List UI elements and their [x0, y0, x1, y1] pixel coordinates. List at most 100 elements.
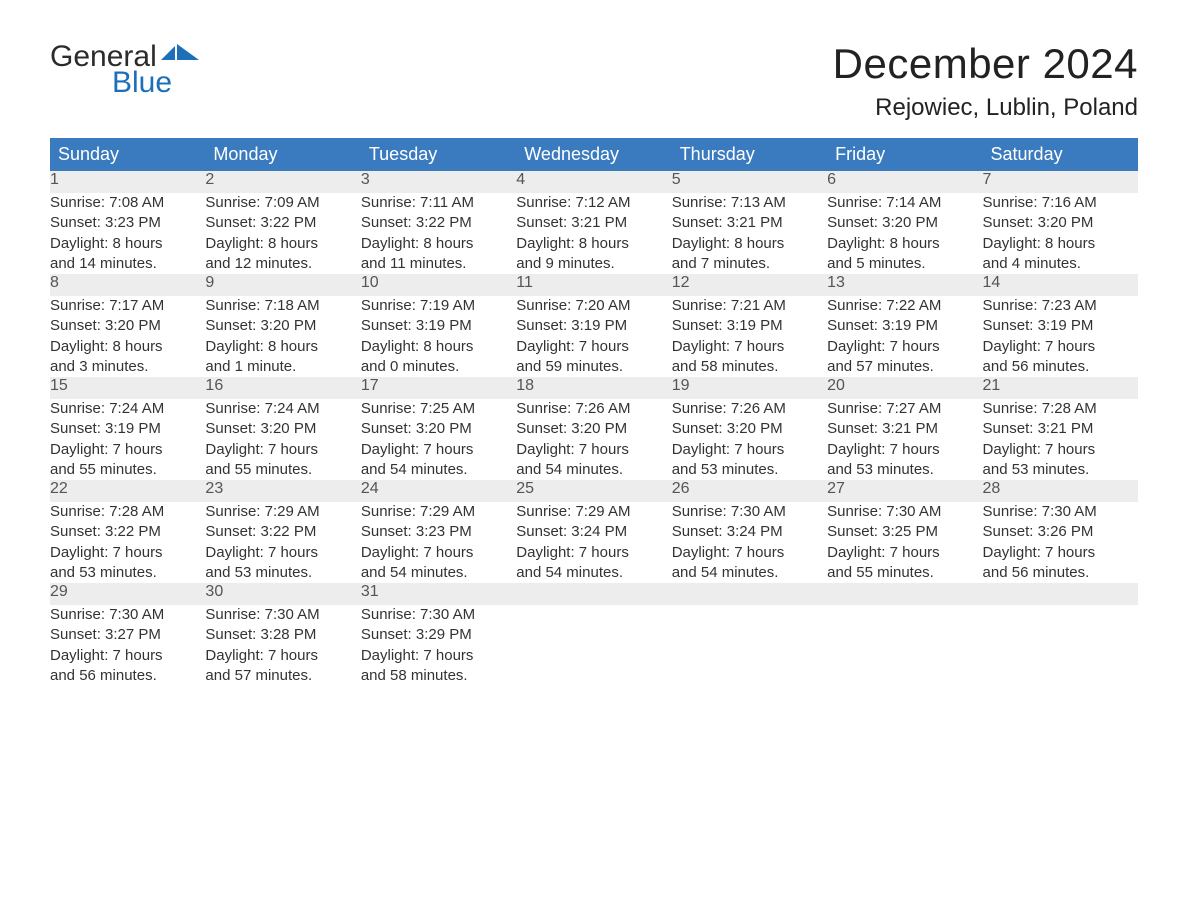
daylight-text: and 55 minutes. — [827, 563, 982, 583]
day-info-cell: Sunrise: 7:16 AMSunset: 3:20 PMDaylight:… — [983, 193, 1138, 274]
sunset-text: Sunset: 3:22 PM — [205, 522, 360, 542]
day-info-cell: Sunrise: 7:28 AMSunset: 3:21 PMDaylight:… — [983, 399, 1138, 480]
day-number-cell: 8 — [50, 274, 205, 296]
day-info-cell — [516, 605, 671, 686]
daylight-text: and 53 minutes. — [672, 460, 827, 480]
daylight-text: Daylight: 8 hours — [205, 234, 360, 254]
day-number-cell: 13 — [827, 274, 982, 296]
daylight-text: and 56 minutes. — [983, 357, 1138, 377]
daylight-text: Daylight: 7 hours — [827, 543, 982, 563]
daylight-text: and 53 minutes. — [827, 460, 982, 480]
day-info-cell: Sunrise: 7:30 AMSunset: 3:25 PMDaylight:… — [827, 502, 982, 583]
day-number-cell: 21 — [983, 377, 1138, 399]
sunset-text: Sunset: 3:21 PM — [983, 419, 1138, 439]
day-number-row: 1234567 — [50, 171, 1138, 193]
day-number-cell: 18 — [516, 377, 671, 399]
weekday-header: Tuesday — [361, 138, 516, 171]
day-number-cell: 14 — [983, 274, 1138, 296]
day-number-cell: 1 — [50, 171, 205, 193]
day-number: 11 — [516, 274, 533, 291]
calendar-page: General Blue December 2024 Rejowiec, Lub… — [0, 0, 1188, 746]
sunrise-text: Sunrise: 7:21 AM — [672, 296, 827, 316]
month-title: December 2024 — [833, 40, 1138, 88]
daylight-text: Daylight: 7 hours — [361, 646, 516, 666]
daylight-text: and 0 minutes. — [361, 357, 516, 377]
day-number: 5 — [672, 171, 681, 188]
day-number: 17 — [361, 377, 379, 394]
day-number: 4 — [516, 171, 525, 188]
sunset-text: Sunset: 3:25 PM — [827, 522, 982, 542]
daylight-text: Daylight: 8 hours — [50, 234, 205, 254]
sunrise-text: Sunrise: 7:09 AM — [205, 193, 360, 213]
daylight-text: Daylight: 8 hours — [361, 337, 516, 357]
sunrise-text: Sunrise: 7:30 AM — [50, 605, 205, 625]
sunset-text: Sunset: 3:28 PM — [205, 625, 360, 645]
daylight-text: Daylight: 7 hours — [672, 543, 827, 563]
sunset-text: Sunset: 3:19 PM — [672, 316, 827, 336]
daylight-text: and 7 minutes. — [672, 254, 827, 274]
daylight-text: Daylight: 7 hours — [205, 543, 360, 563]
daylight-text: and 54 minutes. — [516, 563, 671, 583]
sunset-text: Sunset: 3:21 PM — [827, 419, 982, 439]
day-number-cell — [516, 583, 671, 605]
header-row: General Blue December 2024 Rejowiec, Lub… — [50, 40, 1138, 122]
sunset-text: Sunset: 3:19 PM — [983, 316, 1138, 336]
day-number-cell: 11 — [516, 274, 671, 296]
weekday-header: Wednesday — [516, 138, 671, 171]
sunrise-text: Sunrise: 7:29 AM — [205, 502, 360, 522]
day-number-cell: 12 — [672, 274, 827, 296]
day-number: 16 — [205, 377, 223, 394]
daylight-text: and 57 minutes. — [205, 666, 360, 686]
day-info-cell: Sunrise: 7:30 AMSunset: 3:29 PMDaylight:… — [361, 605, 516, 686]
daylight-text: Daylight: 7 hours — [205, 646, 360, 666]
day-number-cell — [827, 583, 982, 605]
sunset-text: Sunset: 3:29 PM — [361, 625, 516, 645]
sunrise-text: Sunrise: 7:30 AM — [983, 502, 1138, 522]
day-info-row: Sunrise: 7:17 AMSunset: 3:20 PMDaylight:… — [50, 296, 1138, 377]
day-number: 27 — [827, 480, 845, 497]
sunrise-text: Sunrise: 7:30 AM — [672, 502, 827, 522]
day-number-row: 293031 — [50, 583, 1138, 605]
day-info-cell: Sunrise: 7:18 AMSunset: 3:20 PMDaylight:… — [205, 296, 360, 377]
daylight-text: Daylight: 7 hours — [672, 337, 827, 357]
daylight-text: Daylight: 7 hours — [983, 337, 1138, 357]
day-number-cell: 24 — [361, 480, 516, 502]
day-number: 15 — [50, 377, 68, 394]
sunset-text: Sunset: 3:20 PM — [672, 419, 827, 439]
daylight-text: and 53 minutes. — [205, 563, 360, 583]
day-number-cell: 20 — [827, 377, 982, 399]
daylight-text: Daylight: 8 hours — [983, 234, 1138, 254]
weekday-header: Saturday — [983, 138, 1138, 171]
weekday-header-row: Sunday Monday Tuesday Wednesday Thursday… — [50, 138, 1138, 171]
sunset-text: Sunset: 3:22 PM — [361, 213, 516, 233]
daylight-text: Daylight: 7 hours — [827, 440, 982, 460]
daylight-text: Daylight: 7 hours — [983, 543, 1138, 563]
daylight-text: and 56 minutes. — [983, 563, 1138, 583]
day-number-cell: 2 — [205, 171, 360, 193]
day-info-row: Sunrise: 7:24 AMSunset: 3:19 PMDaylight:… — [50, 399, 1138, 480]
daylight-text: Daylight: 7 hours — [516, 543, 671, 563]
day-number: 6 — [827, 171, 836, 188]
sunrise-text: Sunrise: 7:25 AM — [361, 399, 516, 419]
sunrise-text: Sunrise: 7:18 AM — [205, 296, 360, 316]
daylight-text: Daylight: 7 hours — [983, 440, 1138, 460]
day-number-cell: 15 — [50, 377, 205, 399]
sunset-text: Sunset: 3:21 PM — [672, 213, 827, 233]
daylight-text: Daylight: 7 hours — [50, 543, 205, 563]
daylight-text: Daylight: 7 hours — [50, 440, 205, 460]
sunrise-text: Sunrise: 7:30 AM — [827, 502, 982, 522]
daylight-text: and 9 minutes. — [516, 254, 671, 274]
daylight-text: and 58 minutes. — [672, 357, 827, 377]
sunrise-text: Sunrise: 7:14 AM — [827, 193, 982, 213]
daylight-text: and 5 minutes. — [827, 254, 982, 274]
daylight-text: and 56 minutes. — [50, 666, 205, 686]
sunset-text: Sunset: 3:20 PM — [827, 213, 982, 233]
day-number: 24 — [361, 480, 379, 497]
daylight-text: and 54 minutes. — [361, 460, 516, 480]
sunset-text: Sunset: 3:22 PM — [50, 522, 205, 542]
weekday-header: Monday — [205, 138, 360, 171]
sunset-text: Sunset: 3:20 PM — [361, 419, 516, 439]
day-number-cell: 31 — [361, 583, 516, 605]
day-number: 21 — [983, 377, 1001, 394]
sunset-text: Sunset: 3:20 PM — [205, 316, 360, 336]
